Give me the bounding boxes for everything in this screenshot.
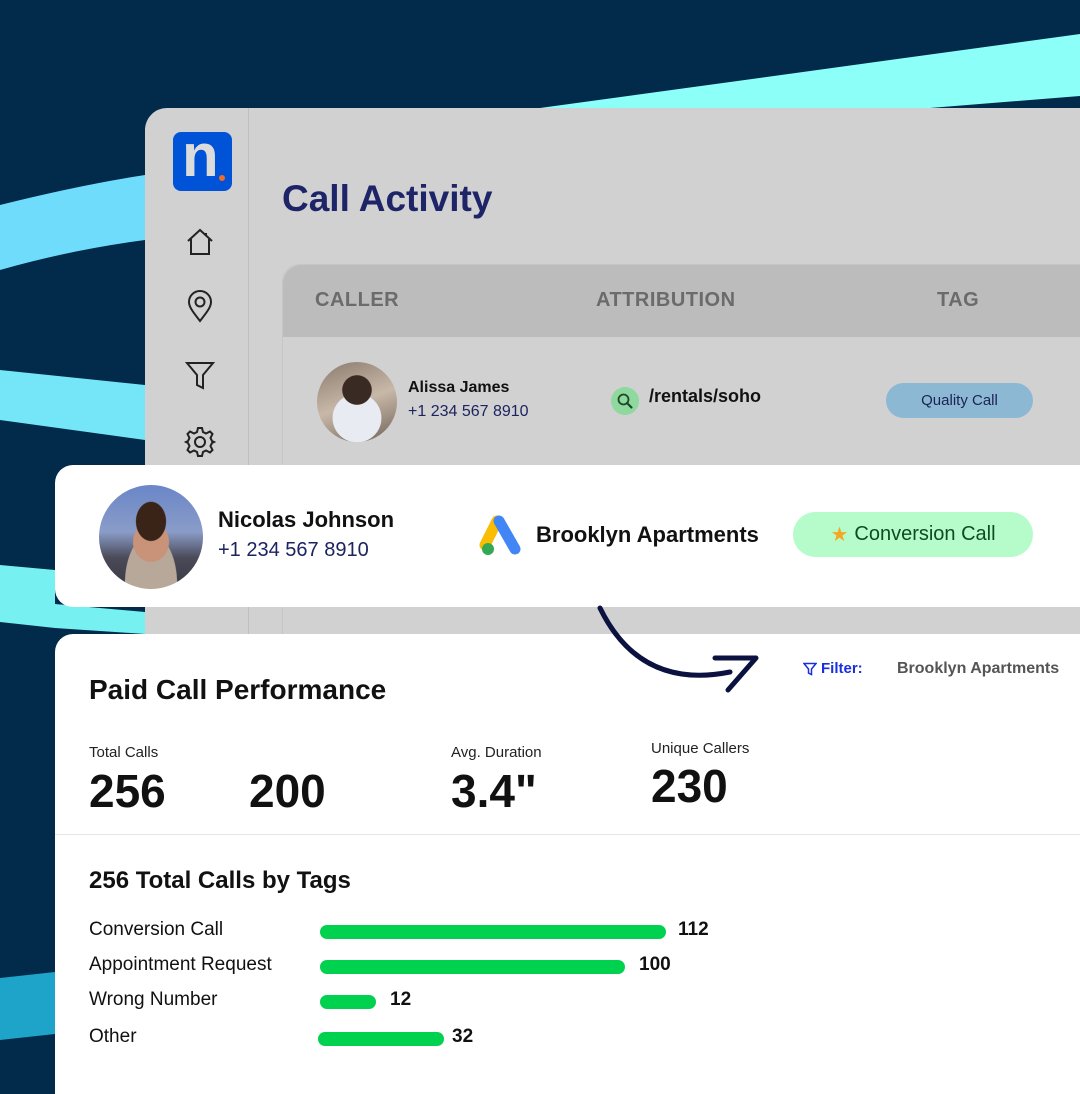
- bar: [320, 995, 376, 1009]
- filter-label: Filter:: [821, 660, 863, 677]
- caller-avatar: [317, 362, 397, 442]
- table-header: CALLER ATTRIBUTION TAG: [283, 265, 1080, 337]
- bar-value: 100: [639, 954, 671, 975]
- map-pin-icon[interactable]: [183, 290, 217, 324]
- attribution-campaign[interactable]: Brooklyn Apartments: [536, 522, 759, 547]
- gear-icon[interactable]: [183, 425, 217, 459]
- highlighted-call-card[interactable]: Nicolas Johnson +1 234 567 8910 Brooklyn…: [55, 465, 1080, 607]
- stat-value-total-calls: 256: [89, 765, 166, 817]
- bar-row-other[interactable]: Other 32: [89, 1026, 789, 1052]
- column-header-attribution[interactable]: ATTRIBUTION: [596, 289, 736, 311]
- filter-value[interactable]: Brooklyn Apartments: [897, 660, 1060, 677]
- bar-row-appointment-request[interactable]: Appointment Request 100: [89, 954, 789, 980]
- caller-avatar: [99, 485, 203, 589]
- star-icon: ★: [830, 524, 849, 546]
- bar-label: Wrong Number: [89, 989, 218, 1010]
- search-icon: [611, 387, 639, 415]
- performance-card: Paid Call Performance Filter: Brooklyn A…: [55, 634, 1080, 1094]
- stat-value-secondary: 200: [249, 765, 326, 817]
- stat-label-unique-callers: Unique Callers: [651, 740, 750, 757]
- tag-label: Conversion Call: [854, 523, 996, 545]
- brand-logo[interactable]: n: [173, 126, 232, 191]
- table-row[interactable]: Alissa James +1 234 567 8910 /rentals/so…: [283, 337, 1080, 467]
- caller-name: Nicolas Johnson: [218, 507, 395, 532]
- bar-label: Appointment Request: [89, 954, 272, 975]
- page-title: Call Activity: [282, 178, 493, 219]
- conversion-tag-badge[interactable]: ★ Conversion Call: [793, 512, 1033, 557]
- filter-icon: [803, 662, 817, 676]
- stat-value-avg-duration: 3.4": [451, 765, 537, 817]
- home-icon[interactable]: [183, 225, 217, 259]
- column-header-caller[interactable]: CALLER: [315, 289, 400, 311]
- attribution-source[interactable]: /rentals/soho: [649, 386, 762, 406]
- bar: [318, 1032, 444, 1046]
- filter-icon[interactable]: [183, 358, 217, 392]
- bar-row-wrong-number[interactable]: Wrong Number 12: [89, 989, 789, 1015]
- stat-label-total-calls: Total Calls: [89, 744, 159, 761]
- bar-row-conversion-call[interactable]: Conversion Call 112: [89, 919, 789, 945]
- sidebar: n: [145, 108, 249, 668]
- google-ads-icon: [479, 515, 521, 555]
- stat-value-unique-callers: 230: [651, 760, 728, 812]
- bar: [320, 925, 666, 939]
- divider: [55, 834, 1080, 835]
- caller-name: Alissa James: [408, 379, 510, 396]
- caller-phone: +1 234 567 8910: [218, 539, 369, 561]
- bar-value: 32: [452, 1026, 474, 1047]
- bar-value: 12: [390, 989, 412, 1010]
- bar: [320, 960, 625, 974]
- column-header-tag[interactable]: TAG: [937, 289, 980, 311]
- logo-dot: [219, 175, 225, 181]
- bar-label: Conversion Call: [89, 919, 224, 940]
- tag-badge[interactable]: Quality Call: [886, 383, 1033, 418]
- stat-label-avg-duration: Avg. Duration: [451, 744, 542, 761]
- tags-chart-title: 256 Total Calls by Tags: [89, 867, 351, 894]
- bar-value: 112: [678, 919, 709, 940]
- filter-button[interactable]: Filter:: [803, 660, 863, 677]
- caller-phone: +1 234 567 8910: [408, 403, 529, 420]
- bar-label: Other: [89, 1026, 137, 1047]
- performance-title: Paid Call Performance: [89, 674, 387, 705]
